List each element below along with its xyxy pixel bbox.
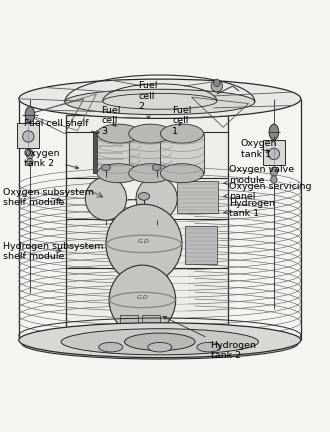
Bar xyxy=(93,132,125,173)
Ellipse shape xyxy=(27,159,33,166)
Bar xyxy=(263,140,285,165)
Ellipse shape xyxy=(26,149,34,159)
Ellipse shape xyxy=(271,176,277,183)
Text: G.D: G.D xyxy=(137,295,148,300)
Ellipse shape xyxy=(129,124,172,143)
Text: Oxygen servicing
panel: Oxygen servicing panel xyxy=(223,181,312,201)
Ellipse shape xyxy=(136,177,177,220)
Bar xyxy=(185,226,217,264)
Ellipse shape xyxy=(97,124,140,143)
Bar xyxy=(97,133,140,173)
Bar xyxy=(160,133,204,173)
Ellipse shape xyxy=(19,79,301,118)
Text: Oxygen valve
module: Oxygen valve module xyxy=(223,165,294,184)
Bar xyxy=(177,181,218,213)
Bar xyxy=(120,315,138,327)
Ellipse shape xyxy=(106,204,182,283)
Text: Fuel cell shelf: Fuel cell shelf xyxy=(23,119,99,134)
Ellipse shape xyxy=(214,79,220,87)
Text: Hydrogen
tank 2: Hydrogen tank 2 xyxy=(163,316,256,360)
Ellipse shape xyxy=(65,89,255,114)
Bar xyxy=(17,123,39,148)
Ellipse shape xyxy=(152,164,161,171)
Ellipse shape xyxy=(211,80,222,92)
Text: Hydrogen
tank 1: Hydrogen tank 1 xyxy=(223,199,275,219)
Ellipse shape xyxy=(22,328,298,359)
Ellipse shape xyxy=(268,148,280,159)
Text: Fuel
cell
3: Fuel cell 3 xyxy=(101,106,120,136)
Ellipse shape xyxy=(270,167,278,176)
Bar xyxy=(66,114,228,331)
Ellipse shape xyxy=(97,164,140,183)
Ellipse shape xyxy=(138,193,150,200)
Text: Oxygen
tank 2: Oxygen tank 2 xyxy=(23,149,79,169)
Text: Fuel
cell
2: Fuel cell 2 xyxy=(138,81,157,119)
Ellipse shape xyxy=(102,164,110,171)
Bar xyxy=(142,315,160,327)
Text: Oxygen
tank 1: Oxygen tank 1 xyxy=(241,139,277,159)
Ellipse shape xyxy=(25,107,35,123)
Text: Fuel
cell
1: Fuel cell 1 xyxy=(172,106,192,136)
Ellipse shape xyxy=(61,329,258,355)
Ellipse shape xyxy=(19,323,301,358)
Ellipse shape xyxy=(148,343,172,352)
Ellipse shape xyxy=(160,164,204,183)
Ellipse shape xyxy=(269,124,279,140)
Bar xyxy=(129,133,172,173)
Ellipse shape xyxy=(23,131,34,142)
Text: Hydrogen subsystem
shelf module: Hydrogen subsystem shelf module xyxy=(3,242,104,261)
Text: G.D: G.D xyxy=(138,239,150,244)
Ellipse shape xyxy=(124,333,195,350)
Ellipse shape xyxy=(160,124,204,143)
Ellipse shape xyxy=(99,343,123,352)
Ellipse shape xyxy=(197,343,221,352)
Text: Oxygen subsystem
shelf module: Oxygen subsystem shelf module xyxy=(3,188,94,207)
Ellipse shape xyxy=(85,177,126,220)
Ellipse shape xyxy=(129,164,172,183)
Ellipse shape xyxy=(109,265,176,335)
